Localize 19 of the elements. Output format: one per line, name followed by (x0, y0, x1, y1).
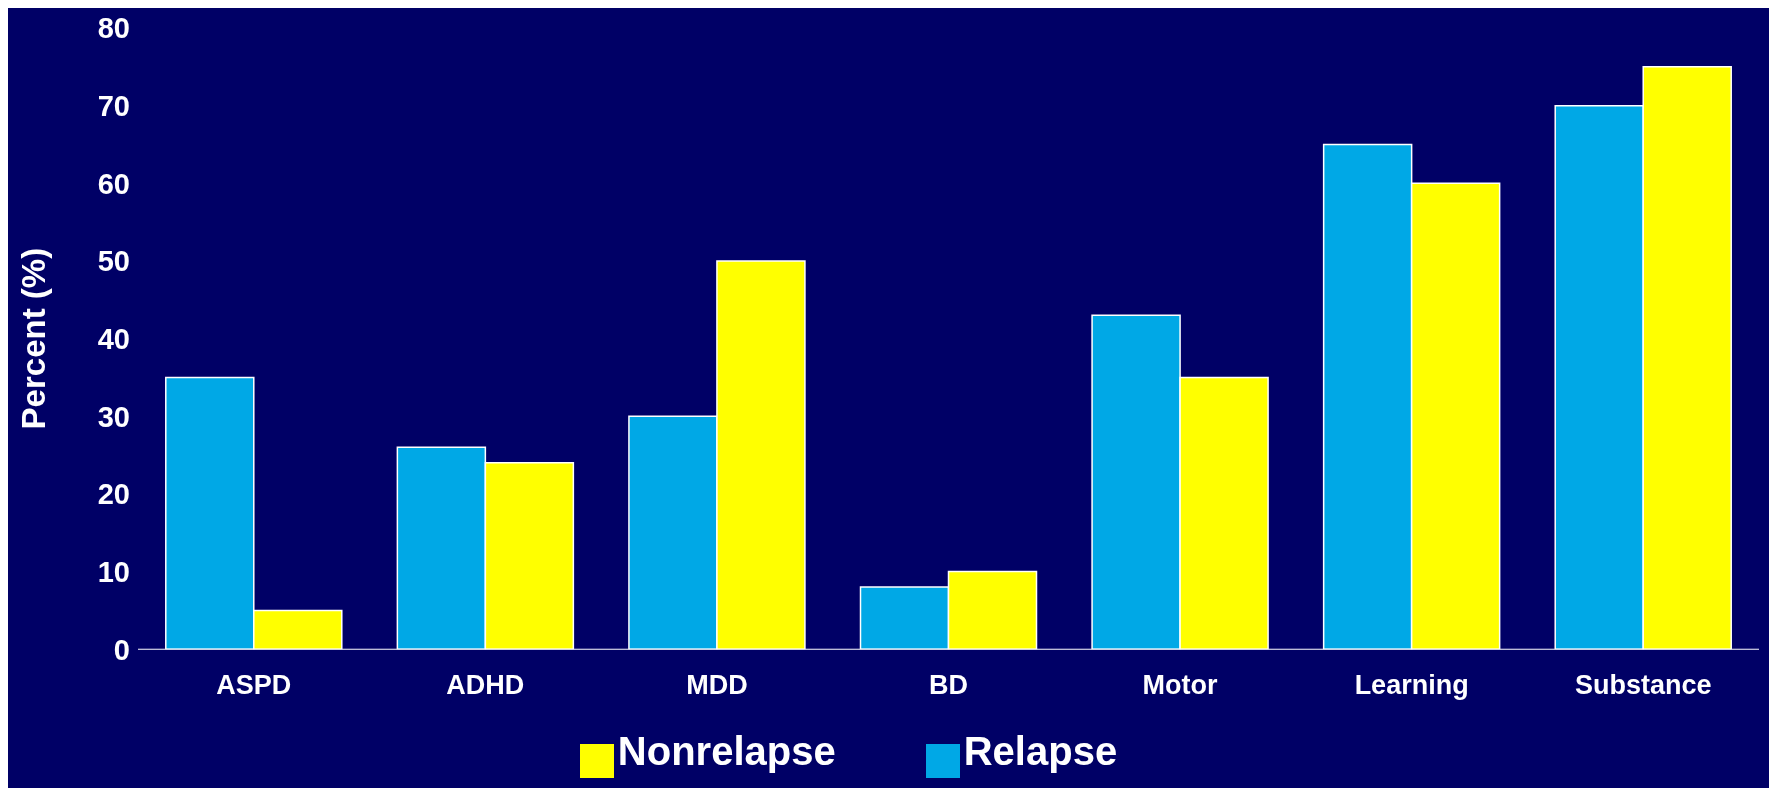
y-tick-label: 0 (113, 633, 130, 666)
legend-label: Nonrelapse (617, 729, 836, 774)
y-tick-label: 70 (97, 89, 130, 122)
y-tick-label: 50 (97, 245, 130, 278)
y-tick-label: 60 (97, 167, 130, 200)
x-tick-label: BD (929, 670, 968, 701)
x-tick-label: ADHD (446, 670, 525, 701)
x-tick-label: Motor (1142, 670, 1219, 701)
x-tick-label: ASPD (216, 670, 292, 701)
legend-label: Relapse (963, 729, 1118, 774)
x-tick-label: MDD (686, 670, 748, 701)
y-tick-label: 10 (97, 555, 130, 588)
x-tick-label: Learning (1354, 670, 1469, 701)
x-tick-label: Substance (1574, 670, 1712, 701)
y-tick-label: 20 (97, 478, 130, 511)
y-axis-title: Percent (%) (14, 247, 52, 430)
y-tick-label: 30 (97, 400, 130, 433)
y-tick-label: 40 (97, 322, 130, 355)
y-tick-label: 80 (97, 12, 130, 45)
